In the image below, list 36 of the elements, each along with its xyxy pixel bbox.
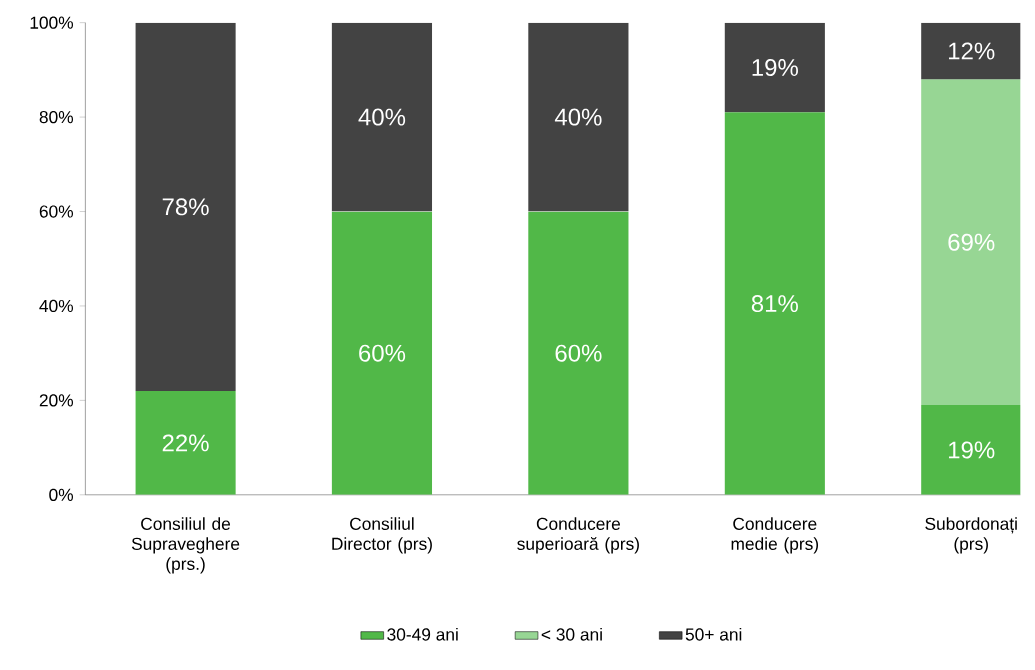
x-tick-label: Subordonați (prs) [925,517,1017,554]
data-label: 40% [554,108,602,126]
x-tick-label: Consiliul de Supraveghere (prs.) [131,517,240,574]
bar [724,22,825,113]
data-label: 69% [948,233,995,251]
y-tick-label: 40% [39,300,74,313]
bar [528,22,629,212]
bar [921,79,1021,406]
bar [724,112,825,496]
data-label: 78% [162,198,209,216]
data-label: 60% [555,344,602,362]
legend-label: 30-49 ani [387,628,458,641]
x-tick-label: Conducere medie (prs) [731,517,819,554]
bar [135,391,236,496]
data-label: 19% [752,59,798,77]
bar [528,211,629,496]
y-tick-label: 60% [39,205,74,218]
data-label: 81% [751,295,798,313]
bar [331,22,433,212]
data-label: 40% [358,108,406,126]
x-tick-label: Conducere superioară (prs) [517,517,639,554]
bar [331,211,433,496]
data-label: 19% [949,441,995,459]
y-tick-label: 20% [39,394,74,407]
data-label: 60% [359,344,406,362]
legend-label: 50+ ani [685,628,742,641]
x-tick-label: Consiliul Director (prs) [332,517,432,554]
y-tick-label: 100% [30,16,74,30]
bar [921,22,1021,80]
y-tick-label: 80% [39,111,74,124]
data-label: 12% [949,42,995,60]
bar [135,22,236,392]
y-tick-label: 0% [49,488,74,502]
data-label: 22% [162,434,209,452]
bar [921,405,1021,496]
legend-label: < 30 ani [541,628,602,641]
